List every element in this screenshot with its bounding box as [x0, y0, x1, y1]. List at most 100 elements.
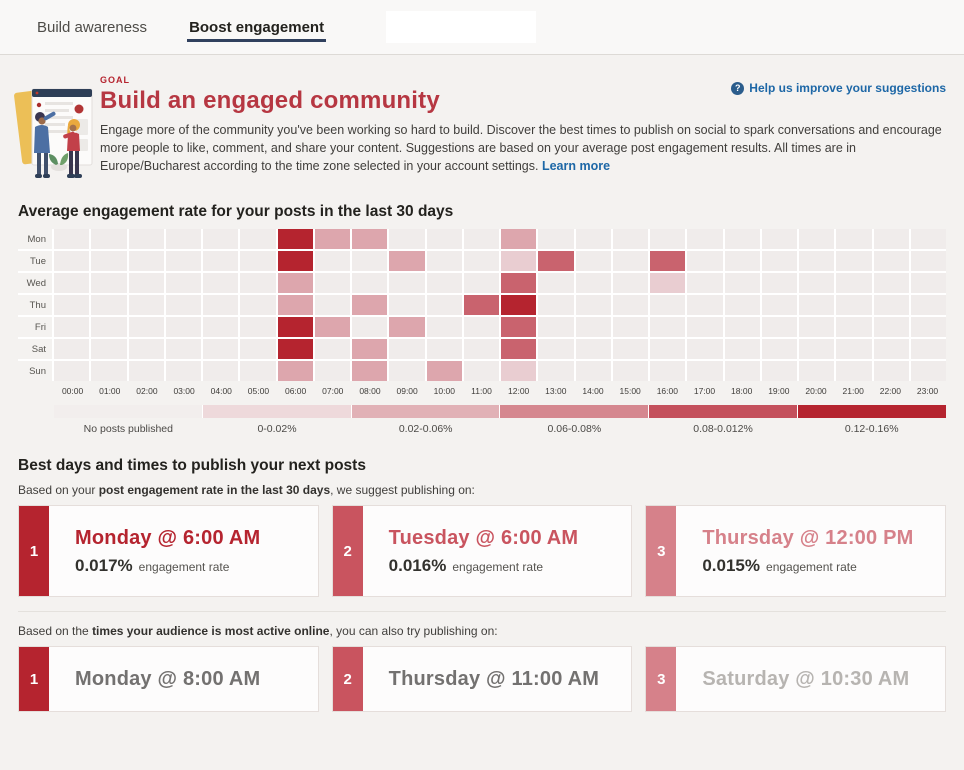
heatmap-cell-mon-13:00[interactable]	[538, 229, 574, 249]
heatmap-cell-tue-08:00[interactable]	[352, 251, 388, 271]
heatmap-cell-wed-09:00[interactable]	[389, 273, 425, 293]
heatmap-cell-tue-10:00[interactable]	[426, 251, 462, 271]
heatmap-cell-tue-17:00[interactable]	[687, 251, 723, 271]
heatmap-cell-sat-12:00[interactable]	[501, 339, 537, 359]
heatmap-cell-thu-14:00[interactable]	[575, 295, 611, 315]
heatmap-cell-mon-18:00[interactable]	[724, 229, 760, 249]
heatmap-cell-tue-03:00[interactable]	[165, 251, 201, 271]
heatmap-cell-tue-18:00[interactable]	[724, 251, 760, 271]
heatmap-cell-sat-23:00[interactable]	[910, 339, 946, 359]
heatmap-cell-sun-18:00[interactable]	[724, 361, 760, 381]
heatmap-cell-thu-04:00[interactable]	[203, 295, 239, 315]
heatmap-cell-sun-22:00[interactable]	[873, 361, 909, 381]
heatmap-cell-wed-00:00[interactable]	[54, 273, 90, 293]
heatmap-cell-fri-18:00[interactable]	[724, 317, 760, 337]
heatmap-cell-sun-07:00[interactable]	[314, 361, 350, 381]
heatmap-cell-fri-16:00[interactable]	[650, 317, 686, 337]
heatmap-cell-mon-14:00[interactable]	[575, 229, 611, 249]
heatmap-cell-tue-22:00[interactable]	[873, 251, 909, 271]
heatmap-cell-sun-00:00[interactable]	[54, 361, 90, 381]
heatmap-cell-mon-01:00[interactable]	[91, 229, 127, 249]
heatmap-cell-thu-01:00[interactable]	[91, 295, 127, 315]
heatmap-cell-fri-03:00[interactable]	[165, 317, 201, 337]
heatmap-cell-wed-20:00[interactable]	[799, 273, 835, 293]
heatmap-cell-fri-09:00[interactable]	[389, 317, 425, 337]
heatmap-cell-sat-08:00[interactable]	[352, 339, 388, 359]
suggestion-card-thursday-12-00-pm[interactable]: 3 Thursday @ 12:00 PM 0.015% engagement rat…	[645, 505, 947, 597]
heatmap-cell-thu-10:00[interactable]	[426, 295, 462, 315]
heatmap-cell-wed-02:00[interactable]	[128, 273, 164, 293]
heatmap-cell-tue-15:00[interactable]	[612, 251, 648, 271]
heatmap-cell-sat-10:00[interactable]	[426, 339, 462, 359]
heatmap-cell-fri-17:00[interactable]	[687, 317, 723, 337]
heatmap-cell-tue-11:00[interactable]	[463, 251, 499, 271]
heatmap-cell-thu-06:00[interactable]	[277, 295, 313, 315]
heatmap-cell-tue-13:00[interactable]	[538, 251, 574, 271]
heatmap-cell-thu-02:00[interactable]	[128, 295, 164, 315]
heatmap-cell-thu-17:00[interactable]	[687, 295, 723, 315]
heatmap-cell-thu-22:00[interactable]	[873, 295, 909, 315]
heatmap-cell-thu-05:00[interactable]	[240, 295, 276, 315]
heatmap-cell-tue-09:00[interactable]	[389, 251, 425, 271]
heatmap-cell-wed-21:00[interactable]	[836, 273, 872, 293]
heatmap-cell-sat-05:00[interactable]	[240, 339, 276, 359]
heatmap-cell-tue-07:00[interactable]	[314, 251, 350, 271]
heatmap-cell-sat-00:00[interactable]	[54, 339, 90, 359]
heatmap-cell-sun-09:00[interactable]	[389, 361, 425, 381]
heatmap-cell-wed-16:00[interactable]	[650, 273, 686, 293]
heatmap-cell-wed-14:00[interactable]	[575, 273, 611, 293]
heatmap-cell-mon-12:00[interactable]	[501, 229, 537, 249]
heatmap-cell-mon-11:00[interactable]	[463, 229, 499, 249]
heatmap-cell-sun-19:00[interactable]	[761, 361, 797, 381]
heatmap-cell-fri-12:00[interactable]	[501, 317, 537, 337]
heatmap-cell-mon-16:00[interactable]	[650, 229, 686, 249]
heatmap-cell-sun-02:00[interactable]	[128, 361, 164, 381]
heatmap-cell-sat-03:00[interactable]	[165, 339, 201, 359]
heatmap-cell-sat-07:00[interactable]	[314, 339, 350, 359]
heatmap-cell-wed-06:00[interactable]	[277, 273, 313, 293]
heatmap-cell-mon-02:00[interactable]	[128, 229, 164, 249]
heatmap-cell-fri-23:00[interactable]	[910, 317, 946, 337]
heatmap-cell-wed-10:00[interactable]	[426, 273, 462, 293]
heatmap-cell-mon-22:00[interactable]	[873, 229, 909, 249]
heatmap-cell-sun-23:00[interactable]	[910, 361, 946, 381]
suggestion-card-monday-6-00-am[interactable]: 1 Monday @ 6:00 AM 0.017% engagement rate	[18, 505, 319, 597]
heatmap-cell-thu-18:00[interactable]	[724, 295, 760, 315]
heatmap-cell-sat-06:00[interactable]	[277, 339, 313, 359]
heatmap-cell-thu-12:00[interactable]	[501, 295, 537, 315]
heatmap-cell-wed-22:00[interactable]	[873, 273, 909, 293]
heatmap-cell-sun-14:00[interactable]	[575, 361, 611, 381]
heatmap-cell-thu-20:00[interactable]	[799, 295, 835, 315]
heatmap-cell-fri-02:00[interactable]	[128, 317, 164, 337]
heatmap-cell-mon-08:00[interactable]	[352, 229, 388, 249]
heatmap-cell-fri-07:00[interactable]	[314, 317, 350, 337]
heatmap-cell-mon-20:00[interactable]	[799, 229, 835, 249]
heatmap-cell-sun-06:00[interactable]	[277, 361, 313, 381]
heatmap-cell-sat-11:00[interactable]	[463, 339, 499, 359]
suggestion-card-monday-8-00-am[interactable]: 1 Monday @ 8:00 AM	[18, 646, 319, 712]
heatmap-cell-wed-23:00[interactable]	[910, 273, 946, 293]
heatmap-cell-mon-17:00[interactable]	[687, 229, 723, 249]
heatmap-cell-wed-08:00[interactable]	[352, 273, 388, 293]
heatmap-cell-thu-00:00[interactable]	[54, 295, 90, 315]
heatmap-cell-sat-22:00[interactable]	[873, 339, 909, 359]
heatmap-cell-thu-13:00[interactable]	[538, 295, 574, 315]
heatmap-cell-wed-07:00[interactable]	[314, 273, 350, 293]
heatmap-cell-wed-18:00[interactable]	[724, 273, 760, 293]
heatmap-cell-fri-01:00[interactable]	[91, 317, 127, 337]
heatmap-cell-tue-12:00[interactable]	[501, 251, 537, 271]
heatmap-cell-fri-21:00[interactable]	[836, 317, 872, 337]
heatmap-cell-wed-17:00[interactable]	[687, 273, 723, 293]
heatmap-cell-sat-04:00[interactable]	[203, 339, 239, 359]
heatmap-cell-mon-09:00[interactable]	[389, 229, 425, 249]
heatmap-cell-wed-11:00[interactable]	[463, 273, 499, 293]
heatmap-cell-wed-01:00[interactable]	[91, 273, 127, 293]
heatmap-cell-thu-16:00[interactable]	[650, 295, 686, 315]
heatmap-cell-thu-21:00[interactable]	[836, 295, 872, 315]
heatmap-cell-sun-04:00[interactable]	[203, 361, 239, 381]
heatmap-cell-thu-03:00[interactable]	[165, 295, 201, 315]
heatmap-cell-wed-12:00[interactable]	[501, 273, 537, 293]
heatmap-cell-sat-01:00[interactable]	[91, 339, 127, 359]
heatmap-cell-fri-14:00[interactable]	[575, 317, 611, 337]
heatmap-cell-thu-08:00[interactable]	[352, 295, 388, 315]
